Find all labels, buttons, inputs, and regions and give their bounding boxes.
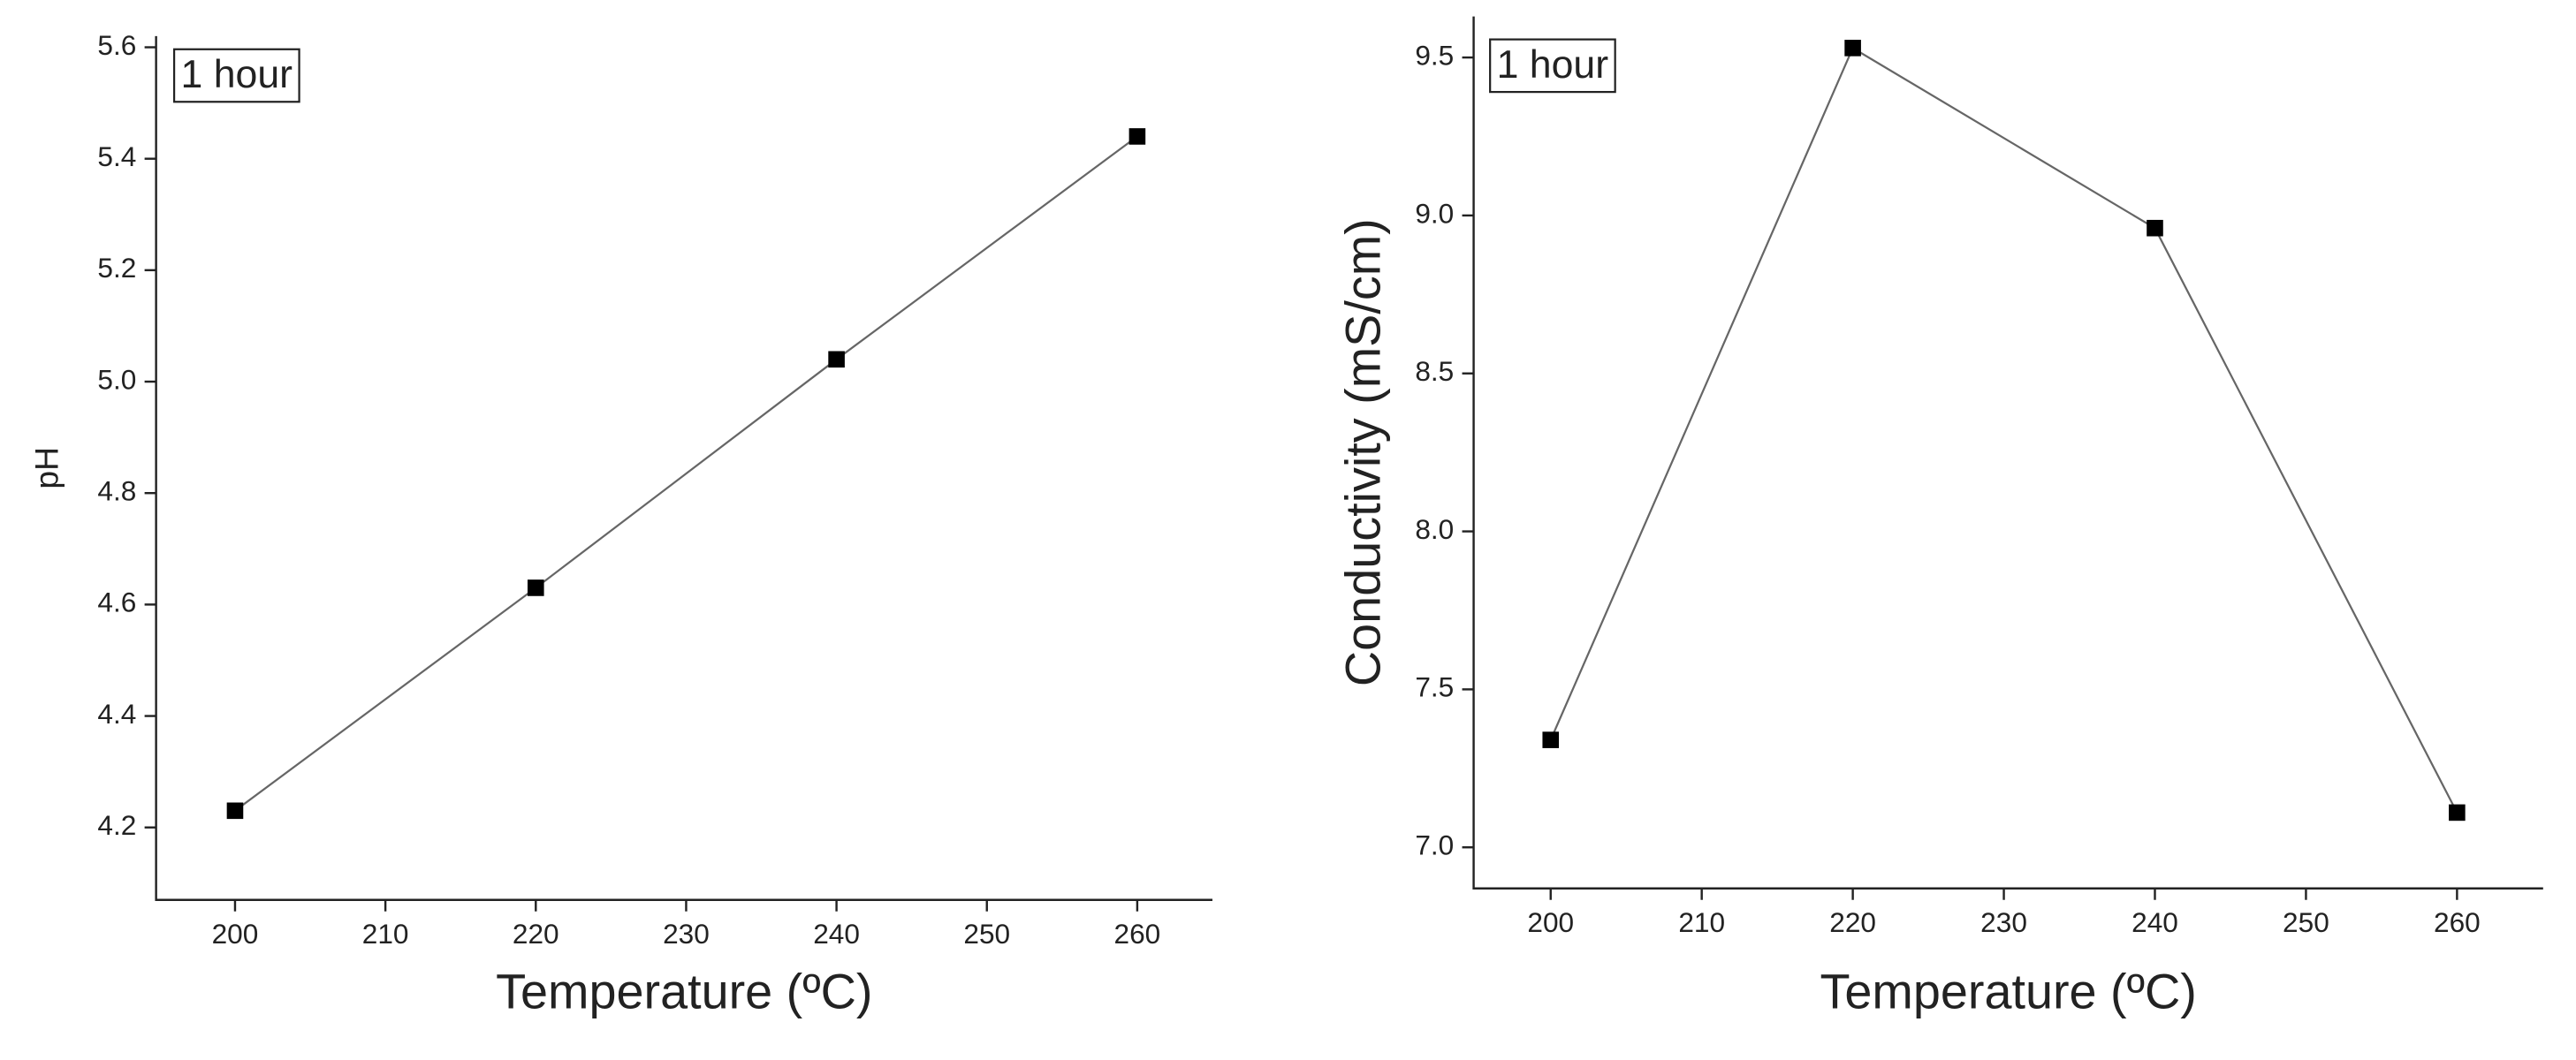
y-tick-label: 5.2 xyxy=(97,252,136,284)
marker xyxy=(1844,40,1861,57)
x-axis-label: Temperature (ºC) xyxy=(1820,964,2197,1018)
marker xyxy=(1128,128,1146,145)
y-tick-label: 4.4 xyxy=(97,698,136,730)
annotation-box xyxy=(1489,38,1616,94)
y-tick-label: 5.0 xyxy=(97,363,136,395)
x-tick-label: 230 xyxy=(663,918,710,950)
x-tick-label: 200 xyxy=(1527,906,1574,938)
y-tick-label: 7.5 xyxy=(1415,671,1454,703)
x-tick-label: 210 xyxy=(362,918,409,950)
x-axis-label: Temperature (ºC) xyxy=(496,964,872,1018)
y-tick-label: 4.8 xyxy=(97,475,136,507)
y-tick-label: 5.4 xyxy=(97,140,136,172)
annotation: 1 hour xyxy=(1497,43,1609,87)
axis-line xyxy=(155,35,1212,901)
y-tick-label: 4.6 xyxy=(97,587,136,618)
series-line xyxy=(234,135,1138,812)
axis-line xyxy=(1472,16,2543,890)
y-tick-label: 9.0 xyxy=(1415,197,1454,229)
y-axis-label: pH xyxy=(28,447,65,489)
marker xyxy=(2449,804,2466,822)
annotation: 1 hour xyxy=(181,53,293,96)
x-tick-label: 240 xyxy=(2131,906,2178,938)
y-tick-label: 8.0 xyxy=(1415,513,1454,545)
x-tick-label: 210 xyxy=(1678,906,1725,938)
y-tick-label: 9.5 xyxy=(1415,39,1454,71)
marker xyxy=(2147,219,2163,237)
x-tick-label: 220 xyxy=(1829,906,1876,938)
x-tick-label: 220 xyxy=(513,918,559,950)
x-tick-label: 250 xyxy=(2283,906,2329,938)
x-tick-label: 250 xyxy=(963,918,1010,950)
y-tick-label: 7.0 xyxy=(1415,829,1454,861)
marker xyxy=(828,351,845,368)
x-tick-label: 260 xyxy=(2434,906,2481,938)
marker xyxy=(527,579,544,596)
x-tick-label: 260 xyxy=(1114,918,1161,950)
y-tick-label: 5.6 xyxy=(97,29,136,61)
y-tick-label: 8.5 xyxy=(1415,355,1454,387)
marker xyxy=(226,802,244,820)
y-tick-label: 4.2 xyxy=(97,809,136,841)
marker xyxy=(1542,731,1560,748)
x-tick-label: 240 xyxy=(813,918,860,950)
series-line xyxy=(1549,46,2458,814)
x-tick-label: 230 xyxy=(1980,906,2027,938)
chart-panel: 200 210 220 230 240 250 260 4.2 4.4 4.6 4.8 5.0 5.2 5… xyxy=(28,29,1212,1018)
x-tick-label: 200 xyxy=(212,918,259,950)
chart-panel: 200 210 220 230 240 250 260 7.0 7.5 8.0 8.5 9.0 9.5 T… xyxy=(1335,16,2543,1018)
annotation-box xyxy=(172,48,300,103)
y-axis-label: Conductivity (mS/cm) xyxy=(1335,218,1390,686)
